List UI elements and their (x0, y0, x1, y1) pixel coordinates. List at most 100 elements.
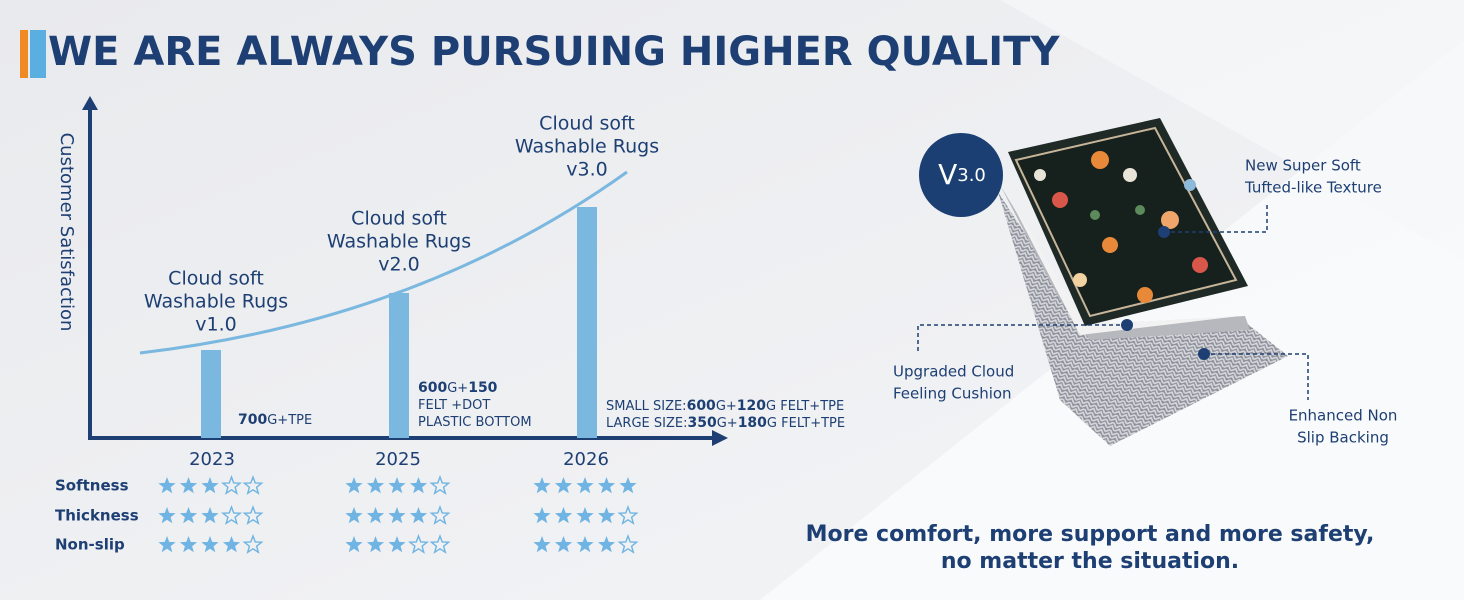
product-label: Cloud soft (351, 208, 447, 230)
star (221, 474, 242, 495)
year-label: 2025 (375, 449, 421, 470)
trend-curve (139, 170, 628, 355)
star (158, 477, 176, 494)
spec-text: 600G+150 (418, 380, 498, 396)
accent-bar (30, 30, 46, 78)
callout-dot (1121, 319, 1133, 331)
star (388, 507, 406, 524)
spec-segment: G+ (716, 399, 737, 414)
rating-label: Non-slip (55, 536, 125, 554)
rug-illustration (998, 118, 1288, 446)
spec-segment: G+ (447, 381, 468, 396)
spec-text: 700G+TPE (238, 412, 312, 428)
callout-text: Feeling Cushion (893, 385, 1012, 403)
star (533, 477, 551, 494)
callout-text: Enhanced Non (1289, 407, 1398, 425)
star (388, 536, 406, 553)
star (366, 477, 385, 494)
title: WE ARE ALWAYS PURSUING HIGHER QUALITY (48, 29, 1060, 75)
star (533, 507, 551, 524)
spec-segment: 150 (468, 380, 497, 396)
tagline: no matter the situation. (941, 549, 1239, 574)
year-label: 2026 (563, 449, 609, 470)
tagline: More comfort, more support and more safe… (806, 522, 1375, 547)
star (366, 536, 385, 553)
bg-shape (760, 40, 1464, 600)
star (597, 507, 616, 524)
star (429, 474, 451, 495)
y-axis-label: Customer Satisfaction (56, 133, 77, 332)
spec-segment: G+TPE (267, 413, 312, 428)
star (345, 477, 363, 494)
star (158, 507, 176, 524)
rating-label: Softness (55, 477, 129, 495)
star (158, 536, 176, 553)
accent-bar (20, 30, 28, 78)
spec-segment: 180 (738, 415, 767, 431)
star (242, 533, 264, 554)
year-label: 2023 (189, 449, 235, 470)
star (366, 507, 385, 524)
star (201, 507, 219, 524)
star (429, 533, 451, 554)
spec-text: LARGE SIZE:350G+180G FELT+TPE (606, 415, 845, 431)
callout-text: Upgraded Cloud (893, 363, 1014, 381)
callout-text: Slip Backing (1297, 429, 1389, 447)
callout-dot (1198, 348, 1210, 360)
star (179, 507, 198, 524)
star (576, 536, 594, 553)
spec-segment: 350 (687, 415, 716, 431)
bar (577, 207, 597, 438)
star (554, 477, 573, 494)
star (345, 536, 363, 553)
star (554, 536, 573, 553)
spec-text: FELT +DOT (418, 398, 490, 413)
star (201, 477, 219, 494)
spec-segment: 600 (687, 398, 716, 414)
product-label: v1.0 (195, 314, 236, 336)
spec-segment: G FELT+TPE (766, 399, 844, 414)
star (179, 536, 198, 553)
star (409, 477, 428, 494)
callout-text: New Super Soft (1245, 157, 1361, 175)
star (617, 504, 639, 525)
star (221, 504, 242, 525)
badge (919, 133, 1003, 217)
star (201, 536, 219, 553)
spec-text: PLASTIC BOTTOM (418, 415, 532, 430)
star (576, 477, 594, 494)
product-label: v3.0 (566, 159, 607, 181)
star (576, 507, 594, 524)
star (554, 507, 573, 524)
product-label: Cloud soft (539, 113, 635, 135)
product-label: v2.0 (378, 254, 419, 276)
star (597, 536, 616, 553)
star (242, 474, 264, 495)
star (242, 504, 264, 525)
callout-dot (1158, 226, 1170, 238)
arrow (712, 430, 728, 446)
star (533, 536, 551, 553)
arrow (82, 96, 98, 110)
badge-version: 3.0 (957, 165, 986, 186)
spec-segment: PLASTIC BOTTOM (418, 415, 532, 430)
star (617, 533, 639, 554)
callout-text: Tufted-like Texture (1244, 179, 1382, 197)
spec-segment: 120 (737, 398, 766, 414)
badge-letter: V (938, 158, 957, 191)
spec-segment: 600 (418, 380, 447, 396)
star (179, 477, 198, 494)
product-label: Washable Rugs (144, 291, 288, 313)
spec-segment: FELT +DOT (418, 398, 490, 413)
star (388, 477, 406, 494)
badge-text: V3.0 (938, 158, 986, 191)
bar (389, 293, 409, 438)
bar (201, 350, 221, 438)
spec-segment: G+ (717, 416, 738, 431)
callout-lines (917, 205, 1309, 400)
star (409, 507, 428, 524)
star (408, 533, 429, 554)
spec-segment: LARGE SIZE: (606, 416, 687, 431)
